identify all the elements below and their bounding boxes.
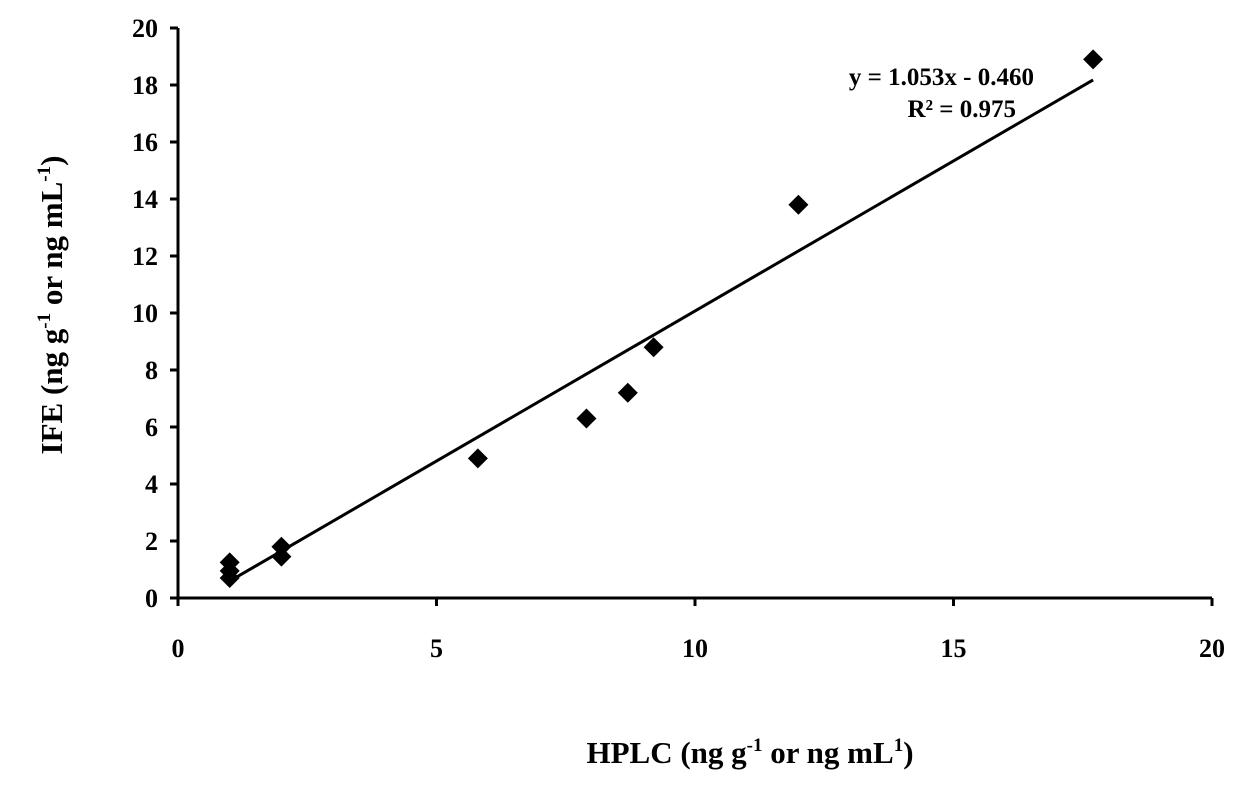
trendline-equation: y = 1.053x - 0.460 [849, 64, 1034, 91]
x-tick-label: 0 [172, 634, 185, 663]
tick-labels: 0 2 4 6 8 10 12 14 16 18 20 0 5 10 15 20 [132, 14, 1225, 663]
trendline [230, 80, 1093, 581]
y-tick-label: 10 [132, 299, 158, 328]
y-tick-label: 4 [145, 470, 158, 499]
y-tick-label: 8 [145, 356, 158, 385]
axes [178, 28, 1212, 598]
y-tick-label: 2 [145, 527, 158, 556]
y-axis-title: IFE (ng g-1 or ng mL-1) [34, 156, 69, 455]
x-tick-label: 10 [682, 634, 708, 663]
data-point [1083, 49, 1103, 69]
y-tick-label: 12 [132, 242, 158, 271]
y-tick-label: 18 [132, 71, 158, 100]
y-tick-label: 16 [132, 128, 158, 157]
data-point [788, 195, 808, 215]
x-tick-label: 5 [430, 634, 443, 663]
data-point [576, 408, 596, 428]
x-tick-label: 20 [1199, 634, 1225, 663]
x-tick-label: 15 [941, 634, 967, 663]
y-tick-label: 14 [132, 185, 158, 214]
trendline-r-squared: R² = 0.975 [907, 96, 1016, 123]
data-points [220, 49, 1103, 588]
data-point [468, 448, 488, 468]
y-tick-label: 20 [132, 14, 158, 43]
y-tick-label: 6 [145, 413, 158, 442]
data-point [618, 383, 638, 403]
tick-marks [170, 28, 1212, 606]
y-tick-label: 0 [145, 584, 158, 613]
x-axis-title: HPLC (ng g-1 or ng mL1) [586, 735, 913, 770]
